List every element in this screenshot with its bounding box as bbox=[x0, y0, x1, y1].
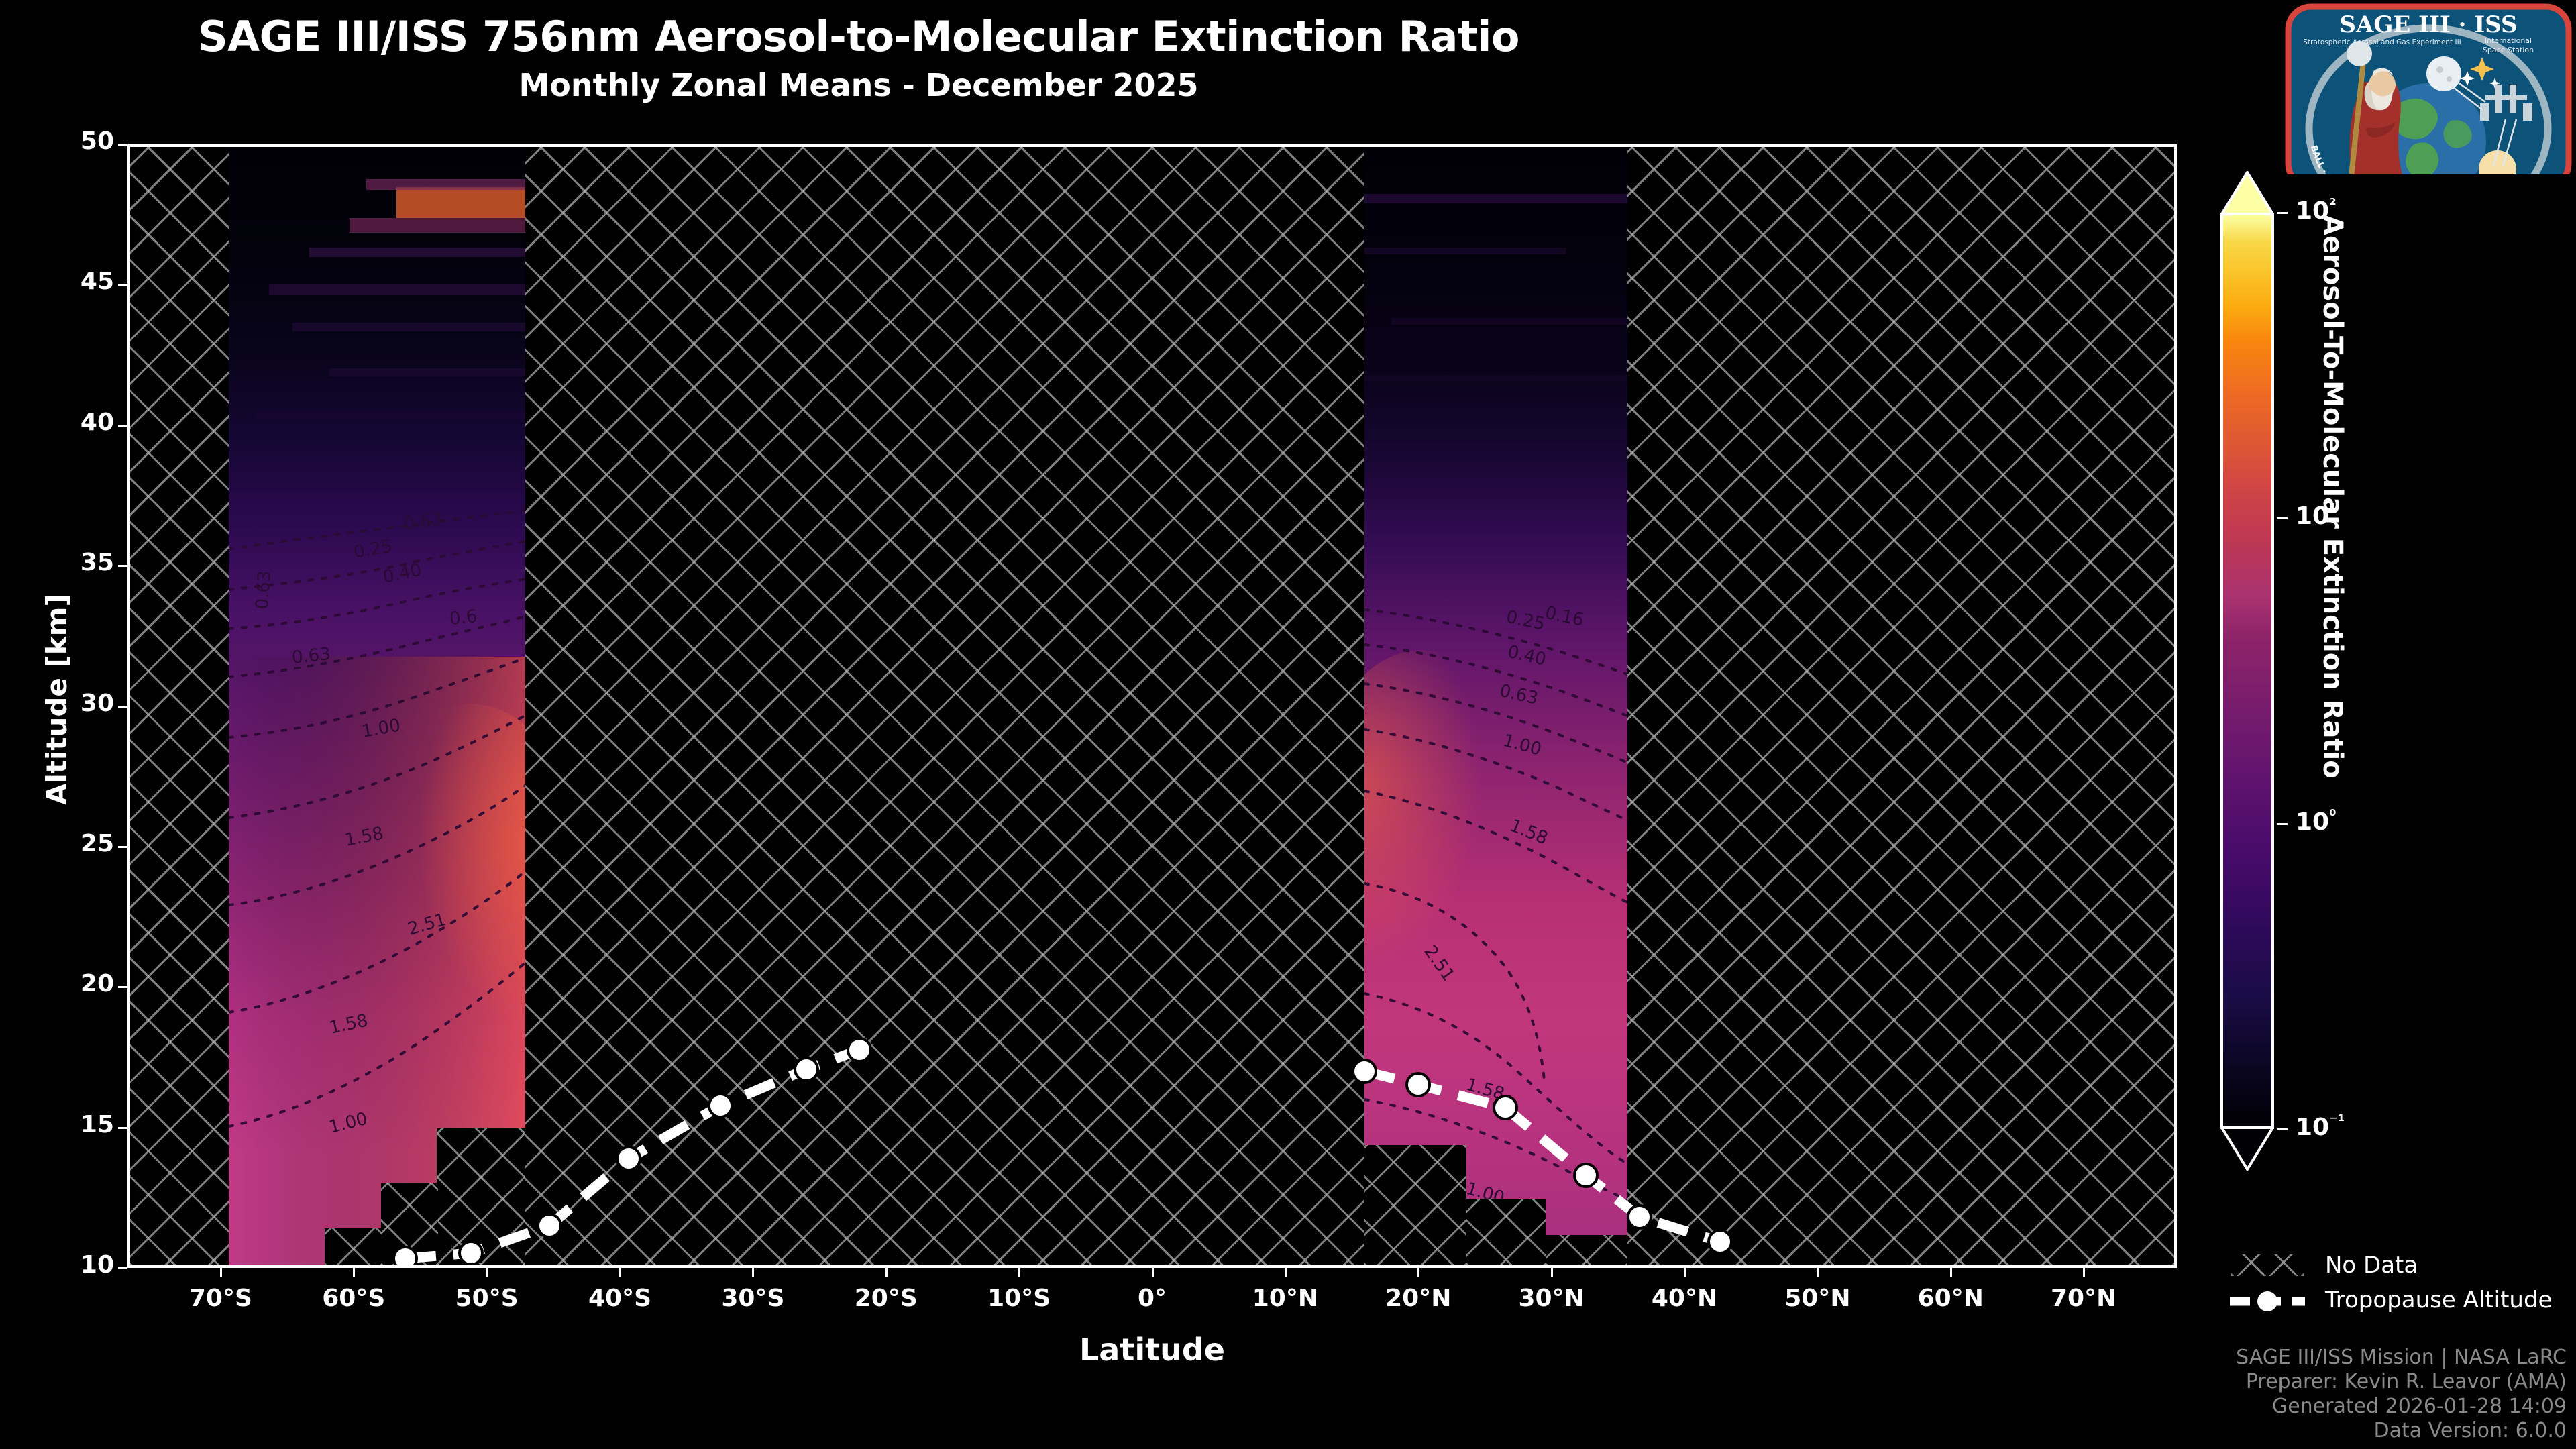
colorbar-arrow-bottom bbox=[2220, 1126, 2274, 1171]
colorbar-arrow-top bbox=[2220, 171, 2274, 215]
x-tick-label: 60°N bbox=[1917, 1285, 1984, 1312]
x-tick-label: 10°S bbox=[987, 1285, 1051, 1312]
northern-nodata-step-3 bbox=[1546, 1235, 1627, 1265]
colorbar-tick-mark bbox=[2277, 1128, 2288, 1130]
data-block-southern: 0.63 0.25 0.40 0.63 0.63 1.00 1.58 2.51 … bbox=[229, 147, 525, 1265]
tropopause-line-northern bbox=[1363, 1066, 1722, 1247]
x-tick-label: 40°N bbox=[1651, 1285, 1718, 1312]
northern-nodata-step-2 bbox=[1466, 1199, 1546, 1265]
y-tick-mark bbox=[118, 705, 127, 708]
x-tick-label: 60°S bbox=[322, 1285, 386, 1312]
footer-data-version: Data Version: 6.0.0 bbox=[2373, 1419, 2567, 1443]
y-tick-label: 10 bbox=[80, 1251, 114, 1279]
colorbar-tick-label: 10¹ bbox=[2296, 500, 2337, 531]
y-tick-label: 15 bbox=[80, 1110, 114, 1138]
x-tick-mark bbox=[1684, 1268, 1686, 1277]
page-subtitle: Monthly Zonal Means - December 2025 bbox=[519, 67, 1199, 103]
colorbar-tick-mark bbox=[2277, 212, 2288, 214]
logo-title: SAGE III · ISS bbox=[2339, 11, 2517, 38]
x-tick-mark bbox=[2083, 1268, 2086, 1277]
y-tick-mark bbox=[118, 424, 127, 427]
page-title: SAGE III/ISS 756nm Aerosol-to-Molecular … bbox=[197, 12, 1520, 61]
y-tick-mark bbox=[118, 284, 127, 286]
footer-generated: Generated 2026-01-28 14:09 bbox=[2271, 1394, 2567, 1418]
x-tick-mark bbox=[1949, 1268, 1952, 1277]
colorbar-tick-label: 10⁰ bbox=[2296, 806, 2337, 836]
colorbar-gradient bbox=[2220, 213, 2274, 1129]
y-tick-label: 20 bbox=[80, 970, 114, 998]
x-tick-mark bbox=[1151, 1268, 1154, 1277]
y-tick-mark bbox=[118, 565, 127, 568]
y-tick-label: 30 bbox=[80, 689, 114, 717]
colorbar-tick-mark bbox=[2277, 517, 2288, 520]
x-tick-mark bbox=[1550, 1268, 1553, 1277]
northern-nodata-step-1 bbox=[1364, 1145, 1466, 1265]
tropopause-markers-southern bbox=[392, 1037, 872, 1265]
x-tick-mark bbox=[619, 1268, 621, 1277]
footer-credits: SAGE III/ISS Mission | NASA LaRC Prepare… bbox=[2236, 1346, 2567, 1444]
y-tick-mark bbox=[118, 986, 127, 989]
logo-subtitle-right-1: International bbox=[2485, 36, 2532, 45]
x-tick-label: 0° bbox=[1137, 1285, 1167, 1312]
sage-iii-iss-logo: SAGE III · ISS Stratospheric Aerosol and… bbox=[2284, 1, 2573, 234]
y-tick-mark bbox=[118, 845, 127, 848]
x-tick-label: 70°N bbox=[2051, 1285, 2117, 1312]
x-axis-label: Latitude bbox=[1079, 1332, 1225, 1368]
footer-mission: SAGE III/ISS Mission | NASA LaRC bbox=[2236, 1345, 2567, 1369]
y-tick-label: 40 bbox=[80, 408, 114, 436]
x-tick-mark bbox=[885, 1268, 888, 1277]
colorbar-title: Aerosol-To-Molecular Extinction Ratio bbox=[2317, 215, 2348, 779]
legend: No Data Tropopause Altitude bbox=[2227, 1249, 2576, 1319]
x-tick-mark bbox=[353, 1268, 356, 1277]
x-tick-label: 30°N bbox=[1518, 1285, 1585, 1312]
x-tick-mark bbox=[1284, 1268, 1287, 1277]
x-tick-mark bbox=[1417, 1268, 1420, 1277]
main-plot-area: 0.63 0.25 0.40 0.63 0.63 1.00 1.58 2.51 … bbox=[127, 144, 2177, 1268]
x-tick-mark bbox=[219, 1268, 222, 1277]
x-tick-mark bbox=[752, 1268, 755, 1277]
y-tick-label: 45 bbox=[80, 268, 114, 296]
legend-row-no-data: No Data bbox=[2227, 1249, 2576, 1284]
x-tick-label: 20°S bbox=[854, 1285, 918, 1312]
x-tick-label: 50°S bbox=[455, 1285, 519, 1312]
no-data-hatch-icon bbox=[2227, 1249, 2308, 1281]
y-tick-mark bbox=[118, 1267, 127, 1269]
x-tick-mark bbox=[486, 1268, 488, 1277]
svg-text:0.6: 0.6 bbox=[449, 606, 478, 629]
svg-text:0.63: 0.63 bbox=[252, 570, 275, 610]
legend-label-tropopause: Tropopause Altitude bbox=[2325, 1287, 2553, 1313]
y-tick-mark bbox=[118, 144, 127, 146]
x-tick-label: 40°S bbox=[588, 1285, 651, 1312]
footer-preparer: Preparer: Kevin R. Leavor (AMA) bbox=[2245, 1370, 2567, 1394]
logo-subtitle-right-2: Space Station bbox=[2483, 46, 2534, 54]
x-tick-label: 70°S bbox=[189, 1285, 252, 1312]
tropopause-line-icon bbox=[2227, 1284, 2308, 1316]
legend-row-tropopause: Tropopause Altitude bbox=[2227, 1284, 2576, 1319]
y-tick-label: 50 bbox=[80, 127, 114, 155]
colorbar-tick-label: 10² bbox=[2296, 195, 2337, 225]
svg-text:0.63: 0.63 bbox=[402, 509, 443, 534]
x-tick-label: 10°N bbox=[1252, 1285, 1318, 1312]
legend-label-no-data: No Data bbox=[2325, 1252, 2418, 1279]
tropopause-line-overlay bbox=[392, 1037, 1733, 1265]
x-tick-label: 50°N bbox=[1784, 1285, 1851, 1312]
y-tick-label: 25 bbox=[80, 829, 114, 857]
x-tick-label: 20°N bbox=[1385, 1285, 1452, 1312]
svg-text:0.63: 0.63 bbox=[291, 644, 332, 668]
y-tick-label: 35 bbox=[80, 549, 114, 577]
colorbar-tick-mark bbox=[2277, 822, 2288, 825]
colorbar-tick-label: 10⁻¹ bbox=[2296, 1112, 2345, 1141]
logo-subtitle-left: Stratospheric Aerosol and Gas Experiment… bbox=[2303, 38, 2461, 46]
x-tick-label: 30°S bbox=[721, 1285, 785, 1312]
x-tick-mark bbox=[1018, 1268, 1021, 1277]
tropopause-markers-northern bbox=[1352, 1059, 1733, 1254]
colorbar: 10⁻¹ 10⁰ 10¹ 10² bbox=[2220, 171, 2345, 1171]
southern-nodata-step-3 bbox=[325, 1228, 382, 1265]
x-tick-mark bbox=[1817, 1268, 1819, 1277]
y-tick-mark bbox=[118, 1126, 127, 1129]
